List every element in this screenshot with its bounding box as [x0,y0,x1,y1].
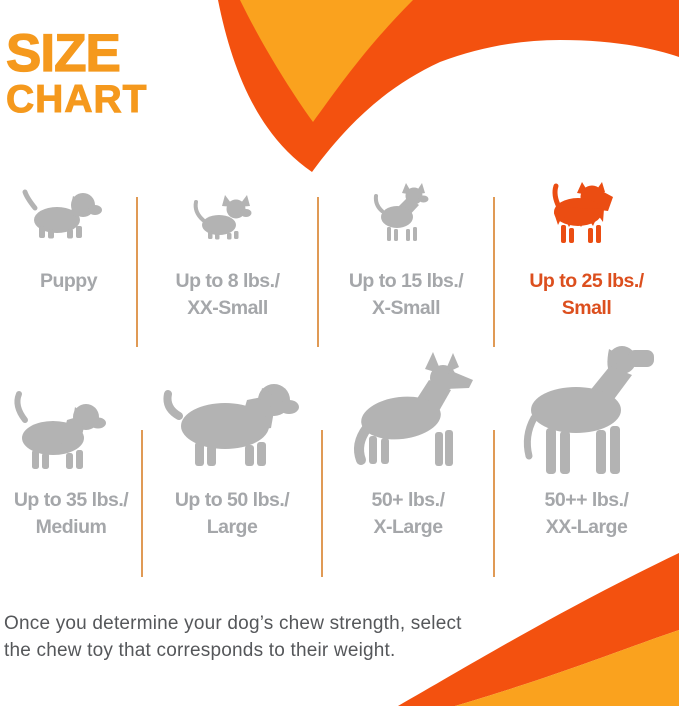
labrador-dog-icon [163,384,299,466]
column-divider [493,430,495,577]
size-label-small-highlighted: Up to 25 lbs./ Small [494,268,679,322]
footer-instructions: Once you determine your dog’s chew stren… [4,610,462,664]
chihuahua-dog-icon [193,195,252,240]
miniature-pinscher-dog-icon [373,183,429,241]
swoosh-dark-shape [398,553,679,706]
size-label-x-large: 50+ lbs./ X-Large [322,487,494,541]
footer-line-1: Once you determine your dog’s chew stren… [4,613,462,634]
size-chart-title: SIZE CHART [5,24,148,121]
size-label-xx-large: 50++ lbs./ XX-Large [494,487,679,541]
size-label-large: Up to 50 lbs./ Large [142,487,322,541]
column-divider [321,430,323,577]
swoosh-light-shape [455,630,679,706]
size-label-line-1: Up to 35 lbs./ [13,489,129,511]
size-label-x-small: Up to 15 lbs./ X-Small [318,268,494,322]
size-label-line-2: Medium [35,516,107,538]
size-label-line-2: XX-Large [545,516,628,538]
beagle-dog-icon [14,391,106,469]
size-label-line-2: Large [206,516,258,538]
column-divider [317,197,319,347]
size-label-line-1: 50+ lbs./ [371,489,445,511]
terrier-dog-icon [552,182,613,243]
size-label-line-1: Up to 15 lbs./ [348,270,464,292]
size-label-line-2: X-Large [373,516,443,538]
size-label-line-1: 50++ lbs./ [544,489,629,511]
size-label-line-2: Small [561,297,612,319]
size-label-line-1: Up to 8 lbs./ [175,270,280,292]
size-label-line-1: Up to 25 lbs./ [529,270,644,292]
bottom-right-swoosh-decoration [398,553,679,706]
column-divider [141,430,143,577]
size-label-line-1: Up to 50 lbs./ [174,489,290,511]
size-label-line-1: Puppy [39,270,98,292]
title-line-2: CHART [5,78,148,121]
size-label-medium: Up to 35 lbs./ Medium [0,487,142,541]
column-divider [136,197,138,347]
size-label-line-2: XX-Small [187,297,268,319]
puppy-dog-icon [22,189,102,239]
top-right-swoosh-decoration [218,0,679,172]
great-dane-dog-icon [523,346,654,474]
size-label-line-2: X-Small [371,297,441,319]
footer-line-2: the chew toy that corresponds to their w… [4,640,396,661]
size-label-xx-small: Up to 8 lbs./ XX-Small [137,268,318,322]
german-shepherd-dog-icon [354,352,473,466]
swoosh-light-shape [240,0,413,122]
size-label-puppy: Puppy [0,268,137,295]
title-line-1: SIZE [5,24,121,83]
column-divider [493,197,495,347]
